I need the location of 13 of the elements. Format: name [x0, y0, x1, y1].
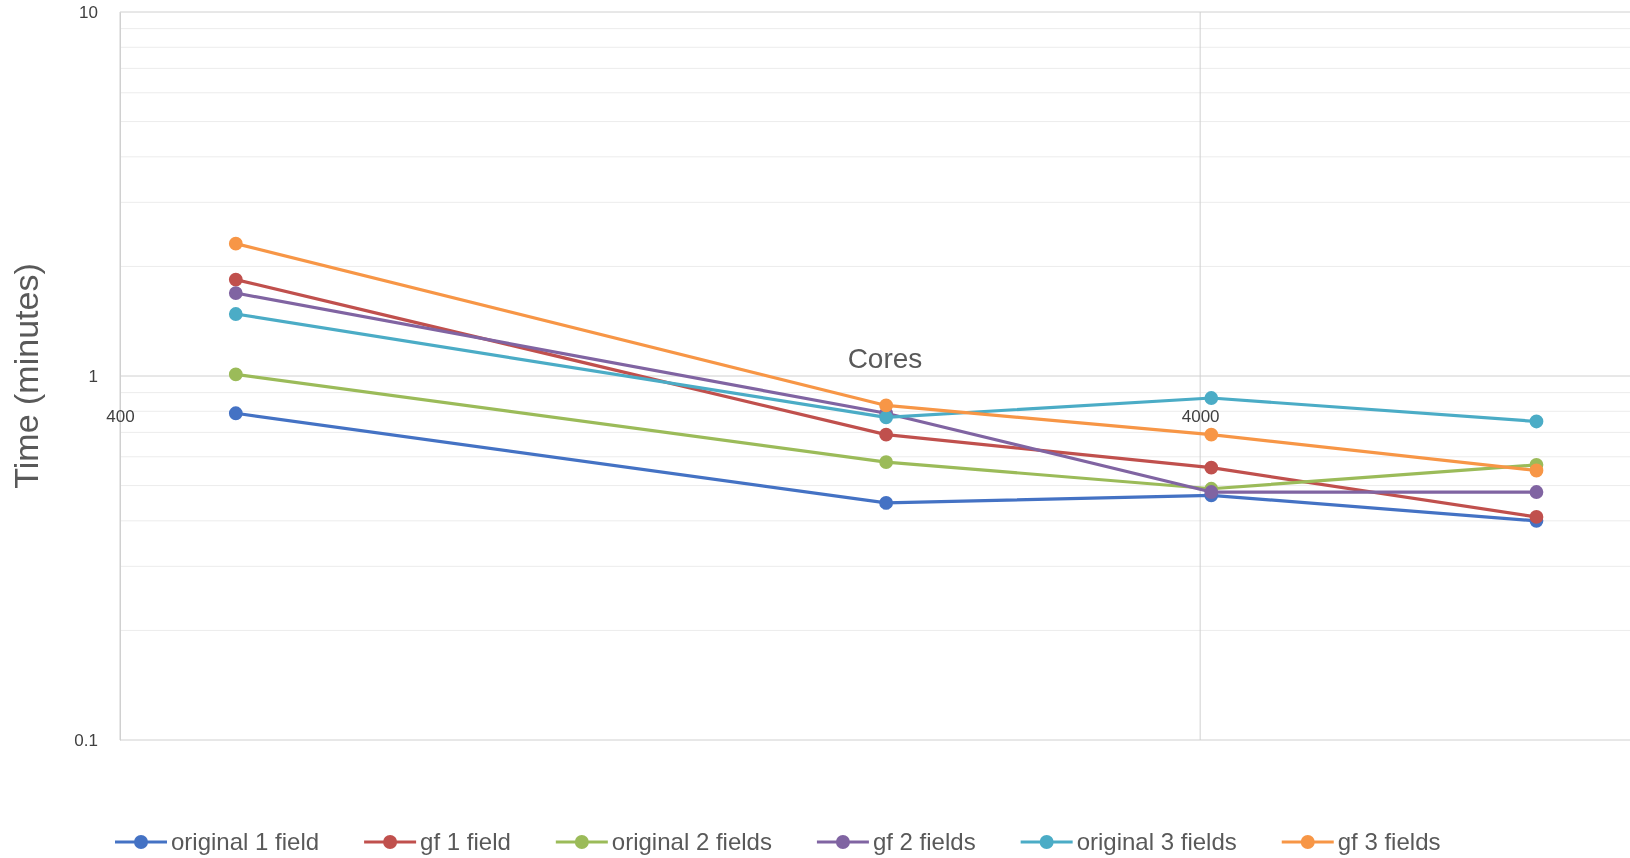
x-tick-label: 4000	[1181, 407, 1220, 427]
x-axis-title: Cores	[847, 343, 923, 374]
y-tick-label: 0.1	[74, 730, 98, 750]
legend-label: gf 1 field	[420, 828, 511, 855]
legend-label: original 2 fields	[611, 828, 772, 855]
y-tick-label: 10	[79, 2, 98, 22]
x-tick-label: 400	[106, 407, 135, 427]
legend-label: gf 2 fields	[872, 828, 976, 855]
legend-label: original 3 fields	[1076, 828, 1237, 855]
y-axis-title: Time (minutes)	[7, 263, 45, 489]
legend-label: original 1 field	[171, 828, 320, 855]
legend-label: gf 3 fields	[1337, 828, 1441, 855]
y-tick-label: 1	[88, 366, 98, 386]
